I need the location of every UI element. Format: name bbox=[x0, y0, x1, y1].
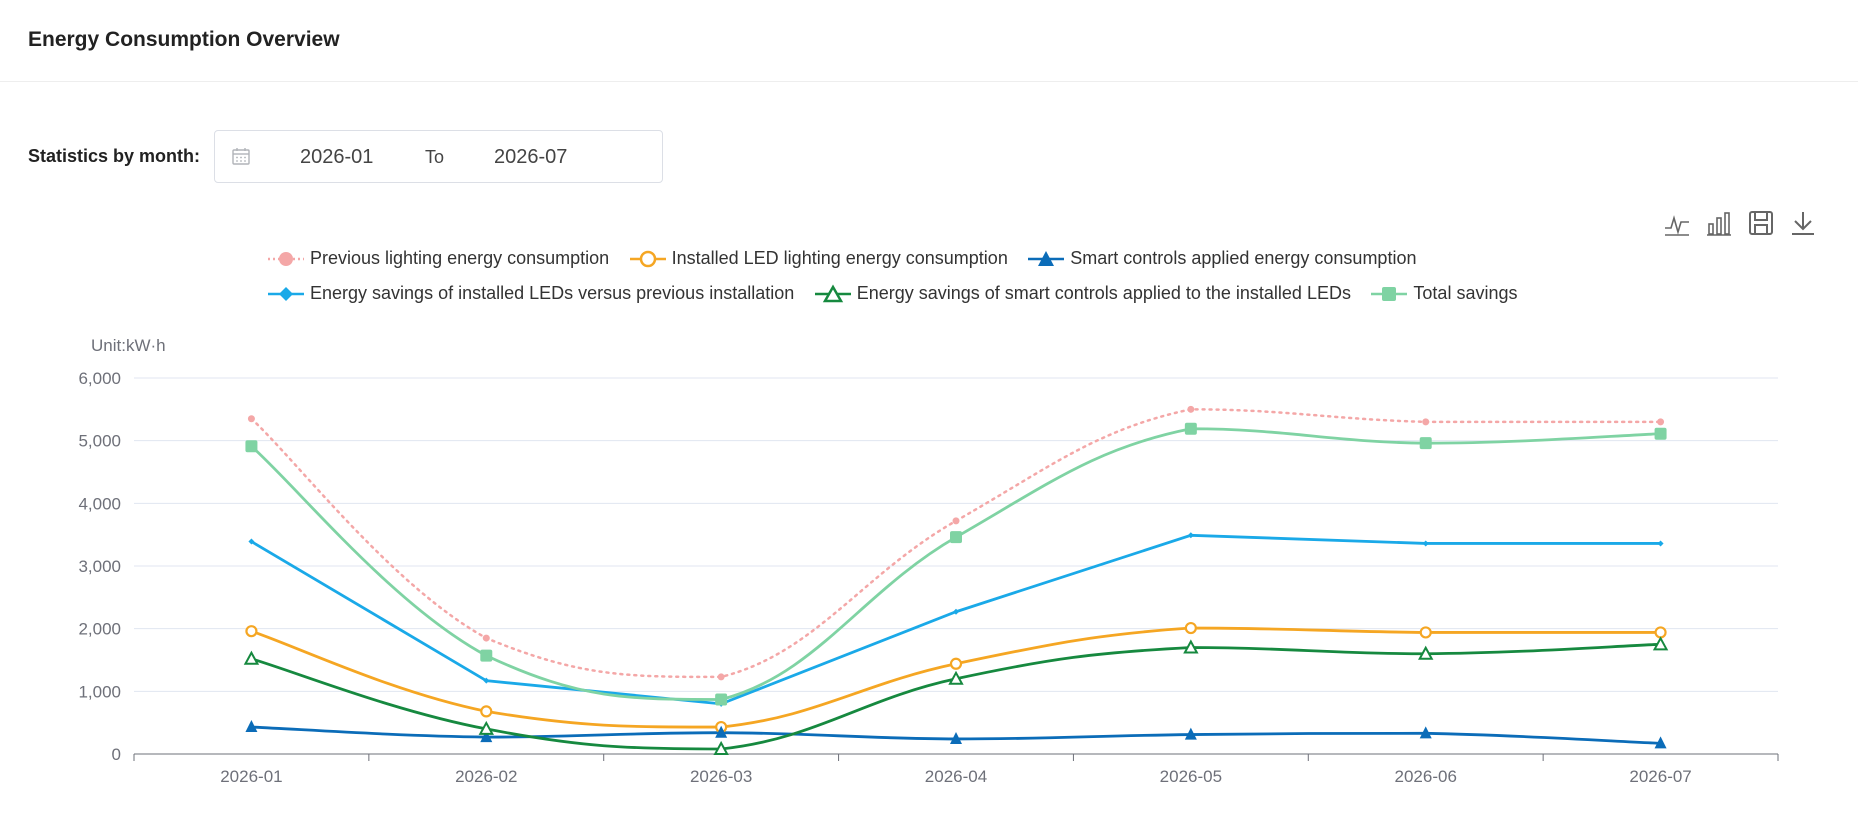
y-tick-label: 3,000 bbox=[78, 557, 121, 576]
data-point-hollow-circle bbox=[480, 705, 493, 718]
legend-item-smart-savings[interactable]: Energy savings of smart controls applied… bbox=[813, 283, 1351, 313]
legend-item-led-savings[interactable]: Energy savings of installed LEDs versus … bbox=[266, 283, 794, 313]
data-point-square bbox=[245, 440, 258, 453]
unit-label: Unit:kW·h bbox=[91, 336, 166, 355]
data-point-square bbox=[1654, 427, 1667, 440]
legend-label: Installed LED lighting energy consumptio… bbox=[671, 248, 1008, 268]
data-point-triangle bbox=[1184, 727, 1197, 740]
series-lines bbox=[250, 408, 1662, 751]
data-point-circle bbox=[717, 673, 725, 681]
legend-label: Total savings bbox=[1413, 283, 1518, 303]
y-tick-label: 6,000 bbox=[78, 369, 121, 388]
legend-item-total-savings[interactable]: Total savings bbox=[1369, 283, 1517, 313]
data-point-hollow-circle bbox=[1419, 626, 1432, 639]
data-point-hollow-triangle bbox=[1652, 636, 1669, 651]
data-point-hollow-circle bbox=[949, 657, 963, 670]
data-point-circle bbox=[482, 634, 490, 642]
legend-item-installed-led[interactable]: Installed LED lighting energy consumptio… bbox=[628, 248, 1008, 278]
y-tick-label: 0 bbox=[112, 745, 121, 764]
x-tick-label: 2026-05 bbox=[1160, 767, 1222, 786]
data-point-diamond bbox=[953, 608, 959, 615]
data-point-circle bbox=[1657, 418, 1665, 426]
legend-label: Smart controls applied energy consumptio… bbox=[1070, 248, 1417, 268]
data-point-diamond bbox=[483, 677, 490, 684]
x-tick-label: 2026-07 bbox=[1629, 767, 1691, 786]
data-point-diamond bbox=[248, 538, 255, 545]
x-tick-label: 2026-06 bbox=[1395, 767, 1457, 786]
data-point-circle bbox=[952, 517, 960, 525]
y-tick-label: 2,000 bbox=[78, 620, 121, 639]
x-tick-label: 2026-04 bbox=[925, 767, 987, 786]
save-icon[interactable] bbox=[1746, 208, 1776, 238]
y-tick-label: 5,000 bbox=[78, 432, 121, 451]
data-point-hollow-triangle bbox=[243, 650, 260, 665]
legend-marker-circle-dotted bbox=[268, 251, 304, 266]
data-point-triangle bbox=[480, 730, 493, 743]
data-point-circle bbox=[247, 415, 255, 423]
data-point-hollow-triangle bbox=[713, 740, 729, 755]
x-tick-label: 2026-03 bbox=[690, 767, 752, 786]
line-chart: Unit:kW·h 0 1,000 2,000 3,000 4,000 5,000 6,00… bbox=[78, 336, 1779, 786]
legend-marker-diamond bbox=[268, 286, 304, 301]
statistics-label: Statistics by month: bbox=[28, 146, 201, 166]
data-point-hollow-triangle bbox=[1183, 639, 1199, 654]
bar-chart-icon[interactable] bbox=[1704, 208, 1734, 238]
month-range-picker[interactable]: 2026-01 To 2026-07 bbox=[214, 130, 663, 183]
y-tick-label: 1,000 bbox=[78, 682, 121, 701]
data-point-circle bbox=[1187, 405, 1195, 413]
legend-label: Energy savings of smart controls applied… bbox=[856, 283, 1351, 303]
chart-legend: Previous lighting energy consumption Ins… bbox=[0, 248, 1858, 318]
data-point-triangle bbox=[245, 720, 258, 733]
data-point-hollow-triangle bbox=[1418, 645, 1434, 660]
range-separator: To bbox=[425, 147, 445, 167]
download-icon[interactable] bbox=[1788, 208, 1818, 238]
legend-row-2: Energy savings of installed LEDs versus … bbox=[266, 283, 1531, 313]
data-point-hollow-circle bbox=[1654, 626, 1667, 639]
x-tick-label: 2026-01 bbox=[220, 767, 282, 786]
data-point-diamond bbox=[1422, 540, 1429, 547]
data-point-square bbox=[1419, 437, 1432, 450]
series-markers bbox=[243, 405, 1669, 755]
legend-label: Previous lighting energy consumption bbox=[310, 248, 610, 268]
data-point-square bbox=[1184, 422, 1197, 435]
legend-marker-hollow-triangle bbox=[814, 283, 851, 302]
data-point-hollow-triangle bbox=[478, 720, 494, 735]
data-point-diamond bbox=[1657, 540, 1664, 547]
data-point-triangle bbox=[715, 725, 728, 738]
legend-marker-hollow-circle bbox=[629, 250, 666, 267]
page-title: Energy Consumption Overview bbox=[28, 28, 340, 51]
data-point-diamond bbox=[1187, 532, 1194, 539]
data-point-square bbox=[715, 693, 728, 706]
data-point-hollow-triangle bbox=[948, 670, 964, 685]
legend-item-previous-lighting[interactable]: Previous lighting energy consumption bbox=[266, 248, 609, 278]
chart-toolbox bbox=[1660, 208, 1850, 242]
data-point-hollow-circle bbox=[1184, 621, 1197, 635]
calendar-icon bbox=[232, 148, 250, 165]
y-tick-label: 4,000 bbox=[78, 494, 121, 513]
data-point-triangle bbox=[950, 731, 962, 744]
legend-label: Energy savings of installed LEDs versus … bbox=[310, 283, 795, 303]
legend-row-1: Previous lighting energy consumption Ins… bbox=[266, 248, 1430, 278]
range-start-input[interactable]: 2026-01 bbox=[300, 146, 374, 168]
range-end-input[interactable]: 2026-07 bbox=[494, 146, 568, 168]
data-point-square bbox=[480, 649, 493, 662]
legend-item-smart-controls[interactable]: Smart controls applied energy consumptio… bbox=[1026, 248, 1416, 278]
x-tick-label: 2026-02 bbox=[455, 767, 517, 786]
legend-marker-triangle bbox=[1028, 250, 1065, 266]
page-header: Energy Consumption Overview bbox=[0, 0, 1858, 82]
legend-marker-square bbox=[1371, 286, 1408, 301]
data-point-triangle bbox=[1654, 736, 1667, 749]
data-point-hollow-circle bbox=[245, 625, 258, 638]
line-chart-icon[interactable] bbox=[1662, 208, 1692, 238]
data-point-triangle bbox=[1419, 726, 1432, 739]
data-point-circle bbox=[1422, 418, 1430, 426]
data-point-square bbox=[950, 531, 962, 544]
axes: 0 1,000 2,000 3,000 4,000 5,000 6,000 2026-01 20… bbox=[78, 369, 1779, 786]
